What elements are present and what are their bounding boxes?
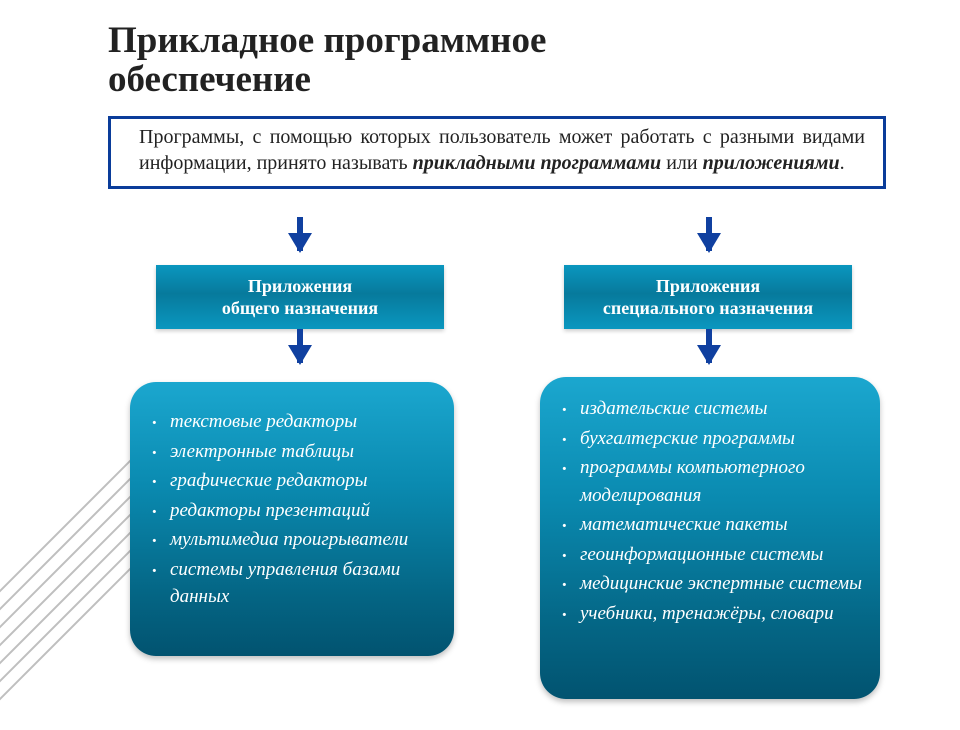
list-item: графические редакторы (164, 467, 440, 495)
list-item: бухгалтерские программы (574, 425, 866, 453)
list-item: редакторы презентаций (164, 497, 440, 525)
def-bold1: прикладными программами (413, 152, 662, 174)
list-item: геоинформационные системы (574, 541, 866, 569)
list-item: издательские системы (574, 395, 866, 423)
list-item: системы управления базами данных (164, 556, 440, 611)
arrow-to-left-cat (297, 217, 303, 251)
category-right-label: Приложения специального назначения (603, 275, 813, 320)
def-bold2: приложениями (703, 152, 840, 174)
list-left: текстовые редакторы электронные таблицы … (130, 382, 454, 656)
definition-box: Программы, с помощью которых пользовател… (108, 116, 886, 189)
category-right: Приложения специального назначения (564, 265, 852, 329)
category-left: Приложения общего назначения (156, 265, 444, 329)
list-item: медицинские экспертные системы (574, 570, 866, 598)
title-line1: Прикладное программное (108, 20, 546, 61)
list-item: электронные таблицы (164, 438, 440, 466)
list-item: учебники, тренажёры, словари (574, 600, 866, 628)
def-mid: или (661, 152, 702, 174)
page-title: Прикладное программное обеспечение (108, 22, 546, 100)
arrow-to-right-list (706, 329, 712, 363)
list-right: издательские системы бухгалтерские прогр… (540, 377, 880, 699)
list-item: текстовые редакторы (164, 408, 440, 436)
arrow-to-left-list (297, 329, 303, 363)
arrow-to-right-cat (706, 217, 712, 251)
category-left-label: Приложения общего назначения (222, 275, 378, 320)
list-item: мультимедиа проигрыватели (164, 526, 440, 554)
def-tail: . (840, 152, 845, 174)
list-item: программы компьютерного моделирования (574, 454, 866, 509)
list-right-ul: издательские системы бухгалтерские прогр… (554, 395, 866, 627)
list-item: математические пакеты (574, 511, 866, 539)
title-line2: обеспечение (108, 59, 311, 100)
list-left-ul: текстовые редакторы электронные таблицы … (144, 408, 440, 611)
